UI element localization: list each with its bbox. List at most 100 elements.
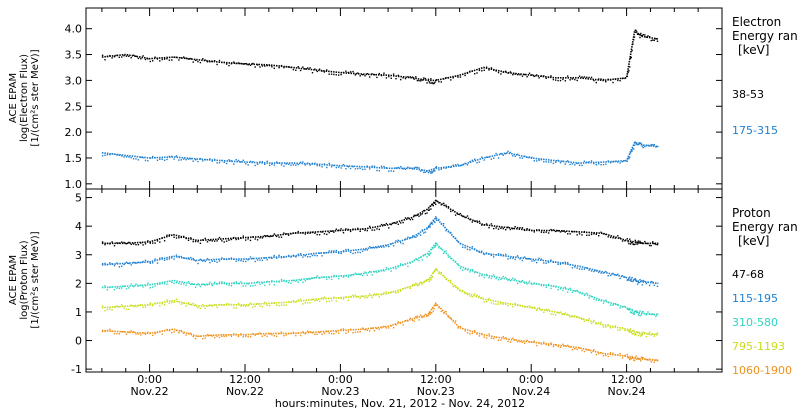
- proton-data-point: [423, 209, 425, 212]
- proton-data-point: [435, 304, 437, 307]
- electron-data-point: [642, 146, 644, 149]
- proton-data-point: [392, 291, 395, 293]
- electron-data-point: [493, 69, 495, 71]
- proton-data-point: [641, 333, 644, 336]
- proton-data-point: [328, 231, 330, 234]
- proton-data-point: [373, 271, 376, 273]
- electron-data-point: [330, 166, 333, 168]
- proton-data-point: [640, 335, 642, 337]
- proton-data-point: [476, 250, 478, 252]
- proton-data-point: [440, 223, 442, 225]
- proton-data-point: [376, 228, 378, 230]
- proton-data-point: [413, 320, 415, 322]
- proton-data-point: [395, 292, 397, 294]
- proton-data-point: [545, 286, 547, 288]
- electron-data-point: [419, 80, 422, 82]
- proton-data-point: [113, 264, 116, 267]
- proton-data-point: [640, 241, 642, 244]
- proton-data-point: [171, 281, 173, 284]
- electron-data-point: [202, 58, 204, 60]
- proton-data-point: [376, 327, 378, 330]
- proton-data-point: [225, 335, 228, 337]
- proton-data-point: [526, 283, 528, 285]
- proton-legend-title-line-1: Proton: [732, 206, 771, 220]
- proton-data-point: [614, 353, 617, 356]
- proton-data-point: [617, 304, 619, 306]
- proton-data-point: [354, 331, 357, 333]
- proton-data-point: [564, 312, 566, 314]
- proton-data-point: [640, 334, 643, 337]
- proton-data-point: [264, 257, 266, 259]
- proton-data-point: [500, 278, 502, 280]
- proton-data-point: [292, 232, 295, 234]
- x-tick-label-date: Nov.23: [321, 385, 359, 398]
- proton-data-point: [454, 237, 457, 239]
- proton-data-point: [335, 249, 337, 252]
- proton-data-point: [607, 236, 609, 238]
- proton-data-point: [644, 280, 646, 283]
- electron-data-point: [466, 164, 469, 166]
- proton-data-point: [471, 332, 473, 335]
- proton-series-47-68: [101, 199, 659, 247]
- electron-data-point: [163, 159, 166, 161]
- electron-data-point: [123, 156, 125, 158]
- proton-data-point: [221, 257, 223, 259]
- electron-data-point: [447, 77, 450, 79]
- electron-data-point: [576, 162, 578, 165]
- proton-data-point: [493, 337, 495, 340]
- proton-data-point: [423, 281, 425, 284]
- proton-data-point: [564, 345, 566, 347]
- proton-data-point: [630, 242, 632, 244]
- proton-data-point: [202, 260, 204, 262]
- electron-data-point: [276, 161, 278, 163]
- proton-data-point: [233, 281, 235, 284]
- electron-data-point: [528, 156, 531, 158]
- proton-data-point: [617, 329, 619, 331]
- electron-data-point: [583, 160, 586, 162]
- proton-data-point: [345, 275, 347, 277]
- proton-data-point: [402, 264, 404, 266]
- proton-data-point: [256, 303, 259, 305]
- proton-data-point: [171, 257, 173, 259]
- electron-data-point: [545, 77, 547, 79]
- proton-data-point: [588, 318, 590, 320]
- proton-data-point: [632, 243, 634, 245]
- proton-data-point: [373, 247, 376, 249]
- electron-data-point: [644, 34, 646, 36]
- proton-data-point: [516, 304, 519, 306]
- proton-data-point: [644, 240, 646, 243]
- electron-data-point: [464, 74, 466, 77]
- proton-data-point: [400, 290, 402, 292]
- proton-data-point: [144, 243, 147, 245]
- proton-data-point: [276, 235, 278, 238]
- proton-data-point: [569, 346, 571, 348]
- proton-data-point: [292, 254, 295, 256]
- proton-data-point: [264, 284, 266, 287]
- electron-data-point: [469, 160, 471, 163]
- proton-data-point: [538, 283, 540, 285]
- electron-data-point: [514, 73, 516, 75]
- proton-data-point: [225, 240, 228, 242]
- proton-data-point: [637, 281, 640, 283]
- electron-data-point: [252, 62, 254, 65]
- proton-data-point: [211, 240, 213, 242]
- electron-data-point: [397, 166, 399, 169]
- proton-data-point: [256, 281, 259, 283]
- proton-data-point: [295, 280, 297, 282]
- proton-data-point: [443, 312, 445, 314]
- proton-data-point: [268, 333, 271, 335]
- proton-data-point: [576, 289, 578, 292]
- electron-data-point: [435, 79, 438, 81]
- proton-data-point: [645, 335, 648, 338]
- electron-data-point: [478, 161, 481, 163]
- proton-data-point: [378, 271, 380, 273]
- proton-data-point: [593, 298, 595, 300]
- proton-data-point: [307, 232, 309, 234]
- electron-data-point: [648, 36, 651, 38]
- proton-data-point: [380, 223, 383, 226]
- electron-data-point: [581, 76, 583, 78]
- proton-data-point: [524, 256, 526, 258]
- electron-data-point: [318, 165, 321, 167]
- proton-data-point: [543, 231, 545, 234]
- proton-data-point: [159, 241, 161, 243]
